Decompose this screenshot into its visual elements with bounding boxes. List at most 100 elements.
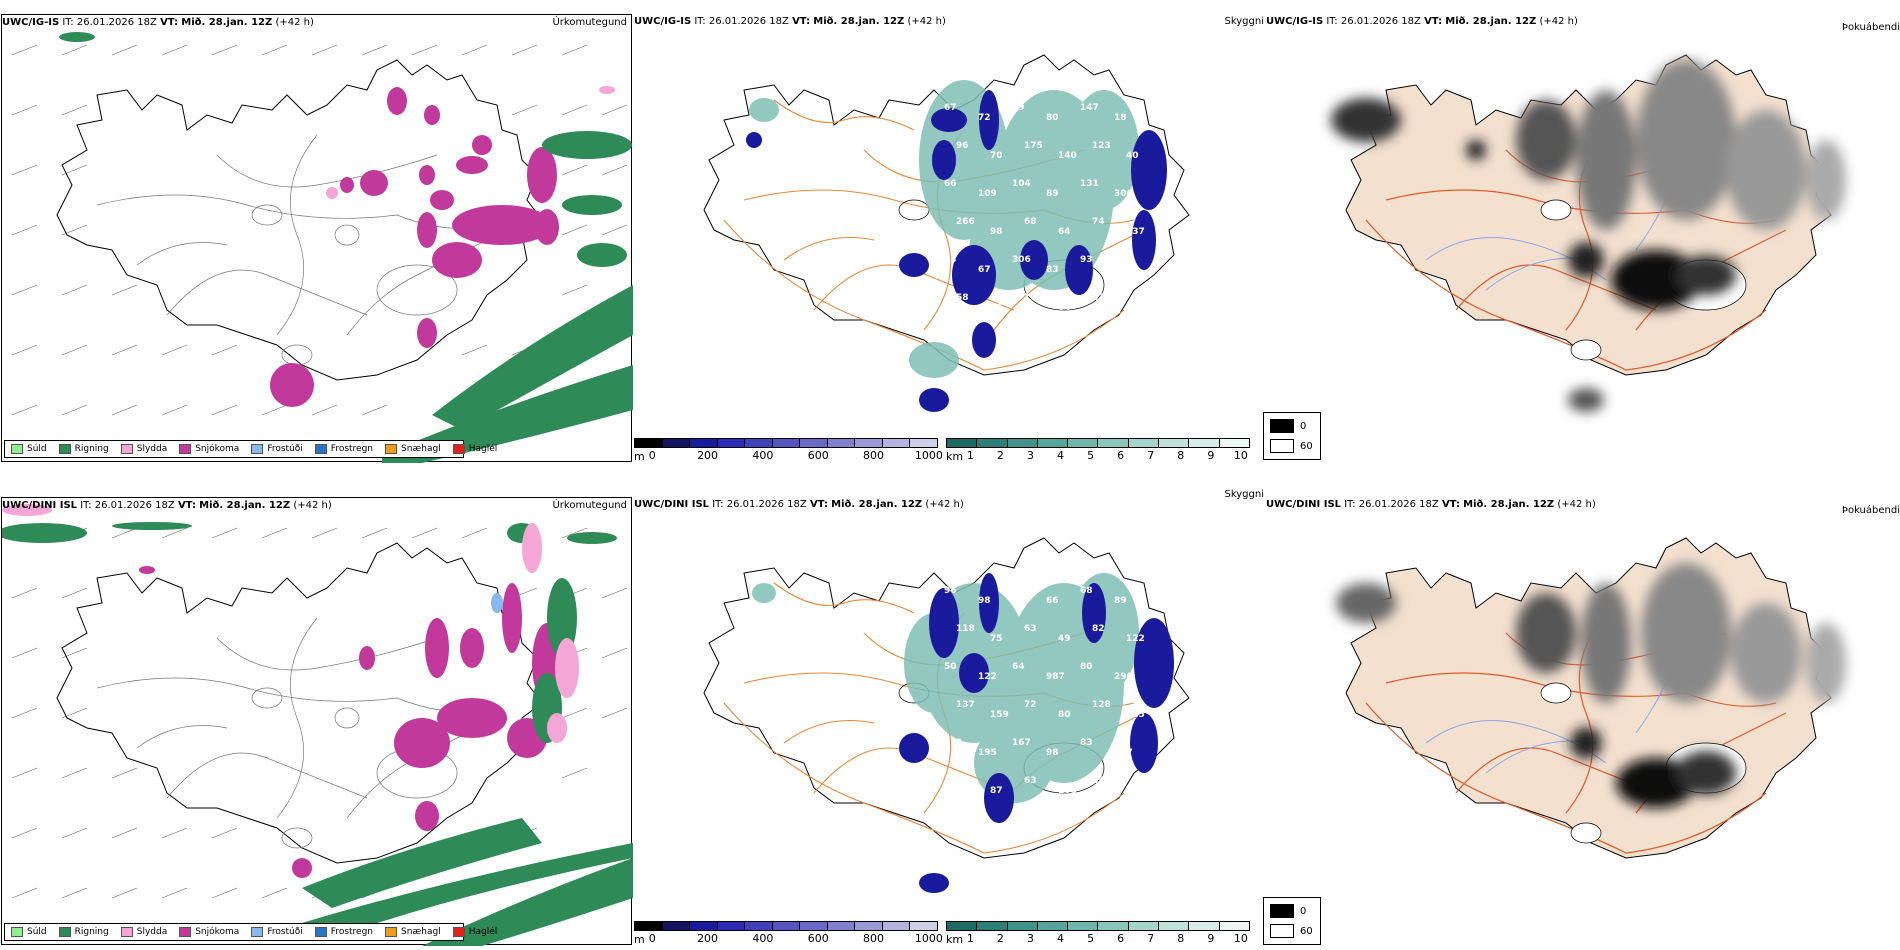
colorbar-tick-label: 3 [1026,932,1034,945]
fog-legend-swatch [1270,439,1294,453]
legend-swatch [120,444,133,454]
cloudbase-visibility-panel-row2: UWC/DINI ISL IT: 26.01.2026 18Z VT: Mið.… [634,489,1264,946]
cloudbase-value-label: 195 [978,748,997,758]
freezing-drizzle-areas [491,593,503,613]
cloudbase-value-label: 62 [956,776,969,786]
colorbar-segment [947,439,978,447]
colorbar-segment [1007,922,1038,930]
legend-swatch [58,927,71,937]
cloudbase-value-label: 83 [944,255,957,265]
fog-legend-row: 0 [1270,419,1306,433]
colorbar-segment [1007,439,1038,447]
cloudbase-value-label: 58 [956,293,969,303]
panel-title: Skyggni [1224,16,1264,27]
snow-areas [270,87,559,407]
cloudbase-unit: m [634,450,645,463]
cloudbase-value-label: 140 [1058,151,1077,161]
colorbar-tick-label: 2 [996,449,1004,462]
fog-legend-row: 0 [1270,904,1306,918]
cloudbase-value-label: 72 [978,113,991,123]
legend-swatch [385,444,398,454]
fog-legend: 0 60 [1263,897,1321,945]
cloudbase-value-label: 67 [1012,586,1025,596]
cloudbase-value-label: 137 [956,700,975,710]
legend-item: Rigning [58,927,109,937]
colorbar-segment [662,439,691,447]
colorbar-tick-label: 1 [966,932,974,945]
cloudbase-value-label: 306 [1114,189,1133,199]
colorbar-segment [1189,439,1220,447]
colorbar-segment [977,922,1008,930]
cloudbase-value-label: 64 [1012,662,1025,672]
cloudbase-value-label: 89 [1114,596,1127,606]
cloudbase-value-label: 66 [990,303,1003,313]
legend-swatch [179,927,192,937]
cloudbase-value-label: 80 [1058,710,1071,720]
cloudbase-value-label: 122 [978,672,997,682]
cloudbase-value-label: 83 [1046,265,1059,275]
fog-map [1331,30,1846,412]
cloudbase-value-label: 50 [944,662,957,672]
fog-legend-swatch [1270,419,1294,433]
colorbar-segment [635,922,663,930]
colorbar-tick-label: 4 [1057,449,1064,462]
fog-indicator-panel-row1: UWC/IG-IS IT: 26.01.2026 18Z VT: Mið. 28… [1263,14,1900,462]
colorbar-segment [1159,439,1190,447]
colorbar-segment [690,922,718,930]
panel-title: Úrkomutegund [552,500,627,511]
cloudbase-colorbar: 0 200 400 600 800 1000 m [634,921,943,946]
cloudbase-value-label: 68 [1024,217,1037,227]
colorbar-tick-label: 800 [863,932,885,945]
cloudbase-value-label: 80 [1046,113,1059,123]
legend-item: Haglél [452,444,497,454]
colorbar-segment [882,439,911,447]
precip-type-panel-row2: UWC/DINI ISL IT: 26.01.2026 18Z VT: Mið.… [1,497,633,946]
sleet-areas [2,504,579,743]
colorbar-segment [745,922,773,930]
colorbar-tick-label: 600 [807,932,829,945]
fog-map [1336,513,1846,933]
panel-title: Þokuábendi [1841,505,1900,516]
colorbar-segment [690,439,718,447]
colorbar-tick-label: 10 [1233,449,1248,462]
colorbar-segment [1098,439,1129,447]
cloudbase-value-label: 98 [978,596,991,606]
legend-item: Haglél [452,927,497,937]
colorbar-segment [772,439,801,447]
colorbar-segment [947,922,978,930]
legend-swatch [452,444,465,454]
cloudbase-value-label: 18 [1114,113,1127,123]
cloudbase-value-label: 108 [1058,786,1077,796]
legend-item: Slydda [120,927,167,937]
legend-swatch [179,444,192,454]
colorbar-tick-label: 5 [1087,449,1095,462]
colorbar-segment [1189,922,1220,930]
colorbar-segment [1159,922,1190,930]
panel-title: Úrkomutegund [552,17,627,28]
cloudbase-value-label: 311 [944,738,963,748]
cloudbase-value-label: 63 [1024,776,1037,786]
legend-item: Frostregn [314,927,373,937]
cloudbase-value-label: 131 [1080,179,1099,189]
legend-swatch [11,444,23,454]
legend-item: Frostregn [314,444,373,454]
visibility-colorbar: 1 2 3 4 5 6 7 8 9 10 km [946,921,1250,946]
legend-swatch [452,927,465,937]
colorbar-tick-label: 10 [1233,932,1248,945]
cloudbase-value-label: 987 [1046,672,1065,682]
colorbar-tick-label: 200 [697,449,719,462]
colorbar-segment [910,922,938,930]
fog-legend-swatch [1270,924,1294,938]
cloudbase-value-label: 175 [1024,141,1043,151]
colorbar-tick-label: 1 [966,449,974,462]
panel-header: UWC/DINI ISL IT: 26.01.2026 18Z VT: Mið.… [2,500,332,511]
precip-type-legend: Súld Rigning Slydda Snjókoma Frostúði Fr… [4,440,497,458]
colorbar-tick-label: 9 [1207,449,1215,462]
colorbar-segment [882,922,911,930]
rain-areas [2,522,633,946]
cloudbase-value-label: 137 [1126,227,1145,237]
legend-item: Slydda [120,444,167,454]
fog-legend-swatch [1270,904,1294,918]
legend-swatch [251,927,264,937]
colorbar-tick-label: 3 [1026,449,1034,462]
